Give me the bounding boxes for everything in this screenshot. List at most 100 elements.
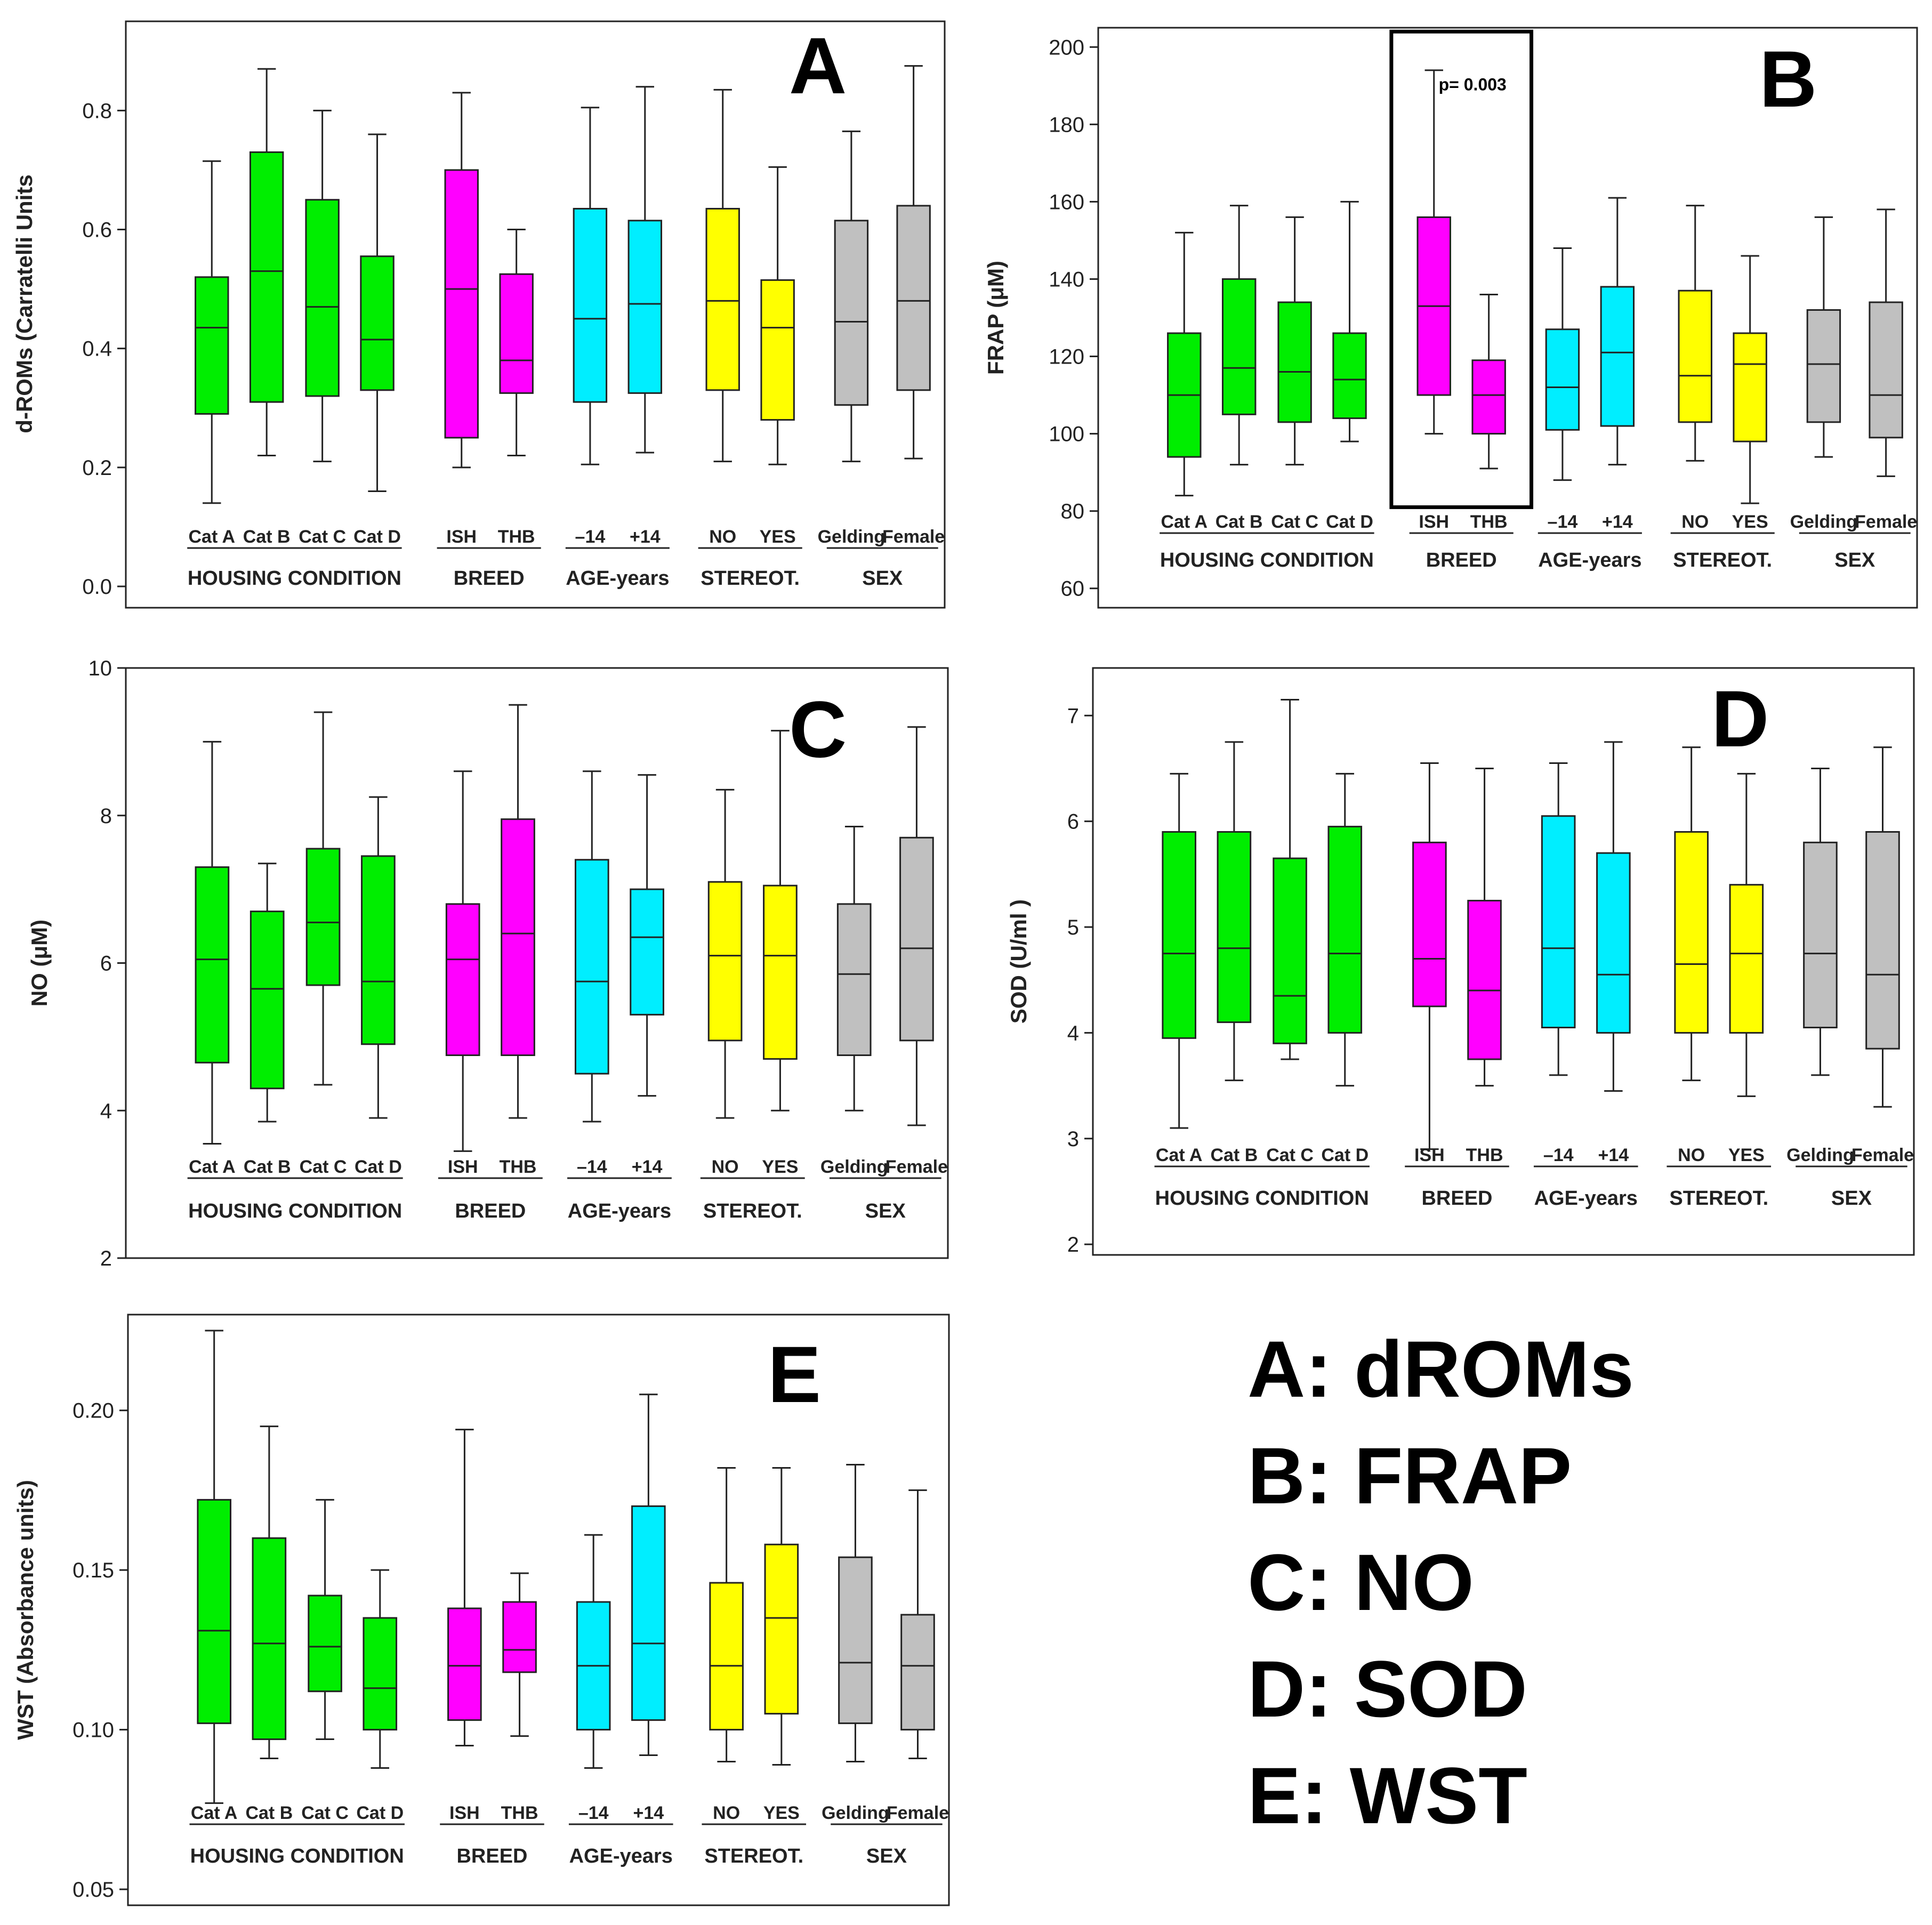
category-label: –14 <box>1548 512 1578 532</box>
box-no <box>707 788 743 1119</box>
group-label: AGE-years <box>1534 1187 1638 1210</box>
box-iqr <box>1467 899 1502 1060</box>
group-label: SEX <box>866 1845 907 1867</box>
box-yes <box>1729 772 1764 1097</box>
box-iqr <box>630 888 664 1016</box>
box-iqr <box>1162 831 1196 1039</box>
category-label: Cat A <box>1161 512 1208 532</box>
box-iqr <box>1865 831 1900 1050</box>
box-gelding <box>1806 216 1841 458</box>
box-cata <box>1167 231 1202 497</box>
group-label: BREED <box>454 567 525 590</box>
category-label: Female <box>882 527 945 547</box>
box-yes <box>763 730 798 1111</box>
y-tick-label: 2 <box>1067 1233 1079 1257</box>
category-label: +14 <box>633 1803 664 1823</box>
box-14 <box>576 1534 611 1769</box>
y-tick-label: 0.05 <box>73 1878 114 1902</box>
box-catb <box>249 863 285 1123</box>
box-yes <box>760 166 795 465</box>
box-iqr <box>1678 289 1712 423</box>
category-label: Cat D <box>353 527 401 547</box>
box-no <box>1674 746 1709 1082</box>
category-label: +14 <box>1602 512 1633 532</box>
category-label: –14 <box>577 1157 607 1177</box>
y-tick-label: 3 <box>1067 1127 1079 1151</box>
box-14 <box>1541 762 1576 1076</box>
group-label: STEREOT. <box>704 1845 803 1867</box>
box-no <box>705 88 740 463</box>
category-label: –14 <box>578 1803 609 1823</box>
y-tick-label: 4 <box>1067 1021 1079 1045</box>
category-label: ISH <box>446 527 477 547</box>
box-catc <box>1277 216 1312 466</box>
box-ish <box>445 770 480 1152</box>
panel-letter: C <box>789 684 847 774</box>
box-no <box>709 1467 744 1762</box>
box-female <box>1865 746 1900 1108</box>
box-catc <box>1273 699 1307 1060</box>
box-14 <box>1545 247 1580 481</box>
group-label: HOUSING CONDITION <box>190 1845 404 1867</box>
category-label: Cat C <box>301 1803 349 1823</box>
panel-legend: A: dROMs B: FRAP C: NO D: SOD E: WST <box>1247 1324 1634 1840</box>
category-label: Cat C <box>1266 1145 1314 1165</box>
box-catc <box>305 109 340 463</box>
group-label: AGE-years <box>1538 549 1641 571</box>
legend-line: B: FRAP <box>1247 1431 1572 1520</box>
box-iqr <box>1332 332 1367 420</box>
y-tick-label: 0.10 <box>73 1719 114 1742</box>
box-iqr <box>760 279 795 421</box>
box-yes <box>764 1467 799 1766</box>
category-label: ISH <box>1414 1145 1445 1165</box>
category-label: +14 <box>632 1157 663 1177</box>
box-iqr <box>499 273 534 394</box>
category-label: NO <box>709 527 736 547</box>
box-iqr <box>502 1601 537 1673</box>
box-ish <box>447 1429 482 1747</box>
category-label: THB <box>498 527 535 547</box>
box-thb <box>501 704 535 1119</box>
y-axis-label: SOD (U/ml ) <box>1006 899 1031 1024</box>
box-iqr <box>1596 852 1631 1034</box>
category-label: Cat B <box>244 1157 291 1177</box>
box-iqr <box>763 884 798 1060</box>
panel-letter: B <box>1759 34 1817 124</box>
panel-letter: D <box>1711 674 1769 763</box>
box-iqr <box>573 207 608 403</box>
y-tick-label: 80 <box>1061 500 1085 523</box>
box-iqr <box>896 205 931 391</box>
y-tick-label: 5 <box>1067 916 1079 939</box>
box-iqr <box>195 276 229 415</box>
plot-frame <box>127 1314 950 1906</box>
y-tick-label: 10 <box>88 657 112 680</box>
box-female <box>900 1489 935 1759</box>
category-label: YES <box>763 1803 800 1823</box>
box-cata <box>1162 772 1196 1129</box>
box-14 <box>574 770 609 1123</box>
category-label: YES <box>1732 512 1768 532</box>
category-label: –14 <box>1543 1145 1574 1165</box>
y-axis-label: FRAP (μM) <box>983 261 1008 375</box>
group-label: AGE-years <box>568 1200 671 1222</box>
category-label: Cat D <box>355 1157 402 1177</box>
category-label: Cat D <box>1326 512 1373 532</box>
box-iqr <box>1277 301 1312 423</box>
box-catd <box>1332 200 1367 442</box>
y-tick-label: 100 <box>1049 423 1084 446</box>
category-label: NO <box>712 1157 739 1177</box>
box-thb <box>1467 767 1502 1087</box>
category-label: THB <box>1466 1145 1503 1165</box>
y-tick-label: 7 <box>1067 704 1079 728</box>
y-tick-label: 0.15 <box>73 1559 114 1582</box>
category-label: Female <box>887 1803 949 1823</box>
box-iqr <box>1806 309 1841 423</box>
box-female <box>899 726 934 1126</box>
box-iqr <box>1221 278 1257 415</box>
box-iqr <box>444 169 479 439</box>
box-iqr <box>627 220 663 394</box>
group-label: HOUSING CONDITION <box>1160 549 1374 571</box>
box-iqr <box>631 1505 666 1721</box>
box-iqr <box>1471 359 1506 435</box>
